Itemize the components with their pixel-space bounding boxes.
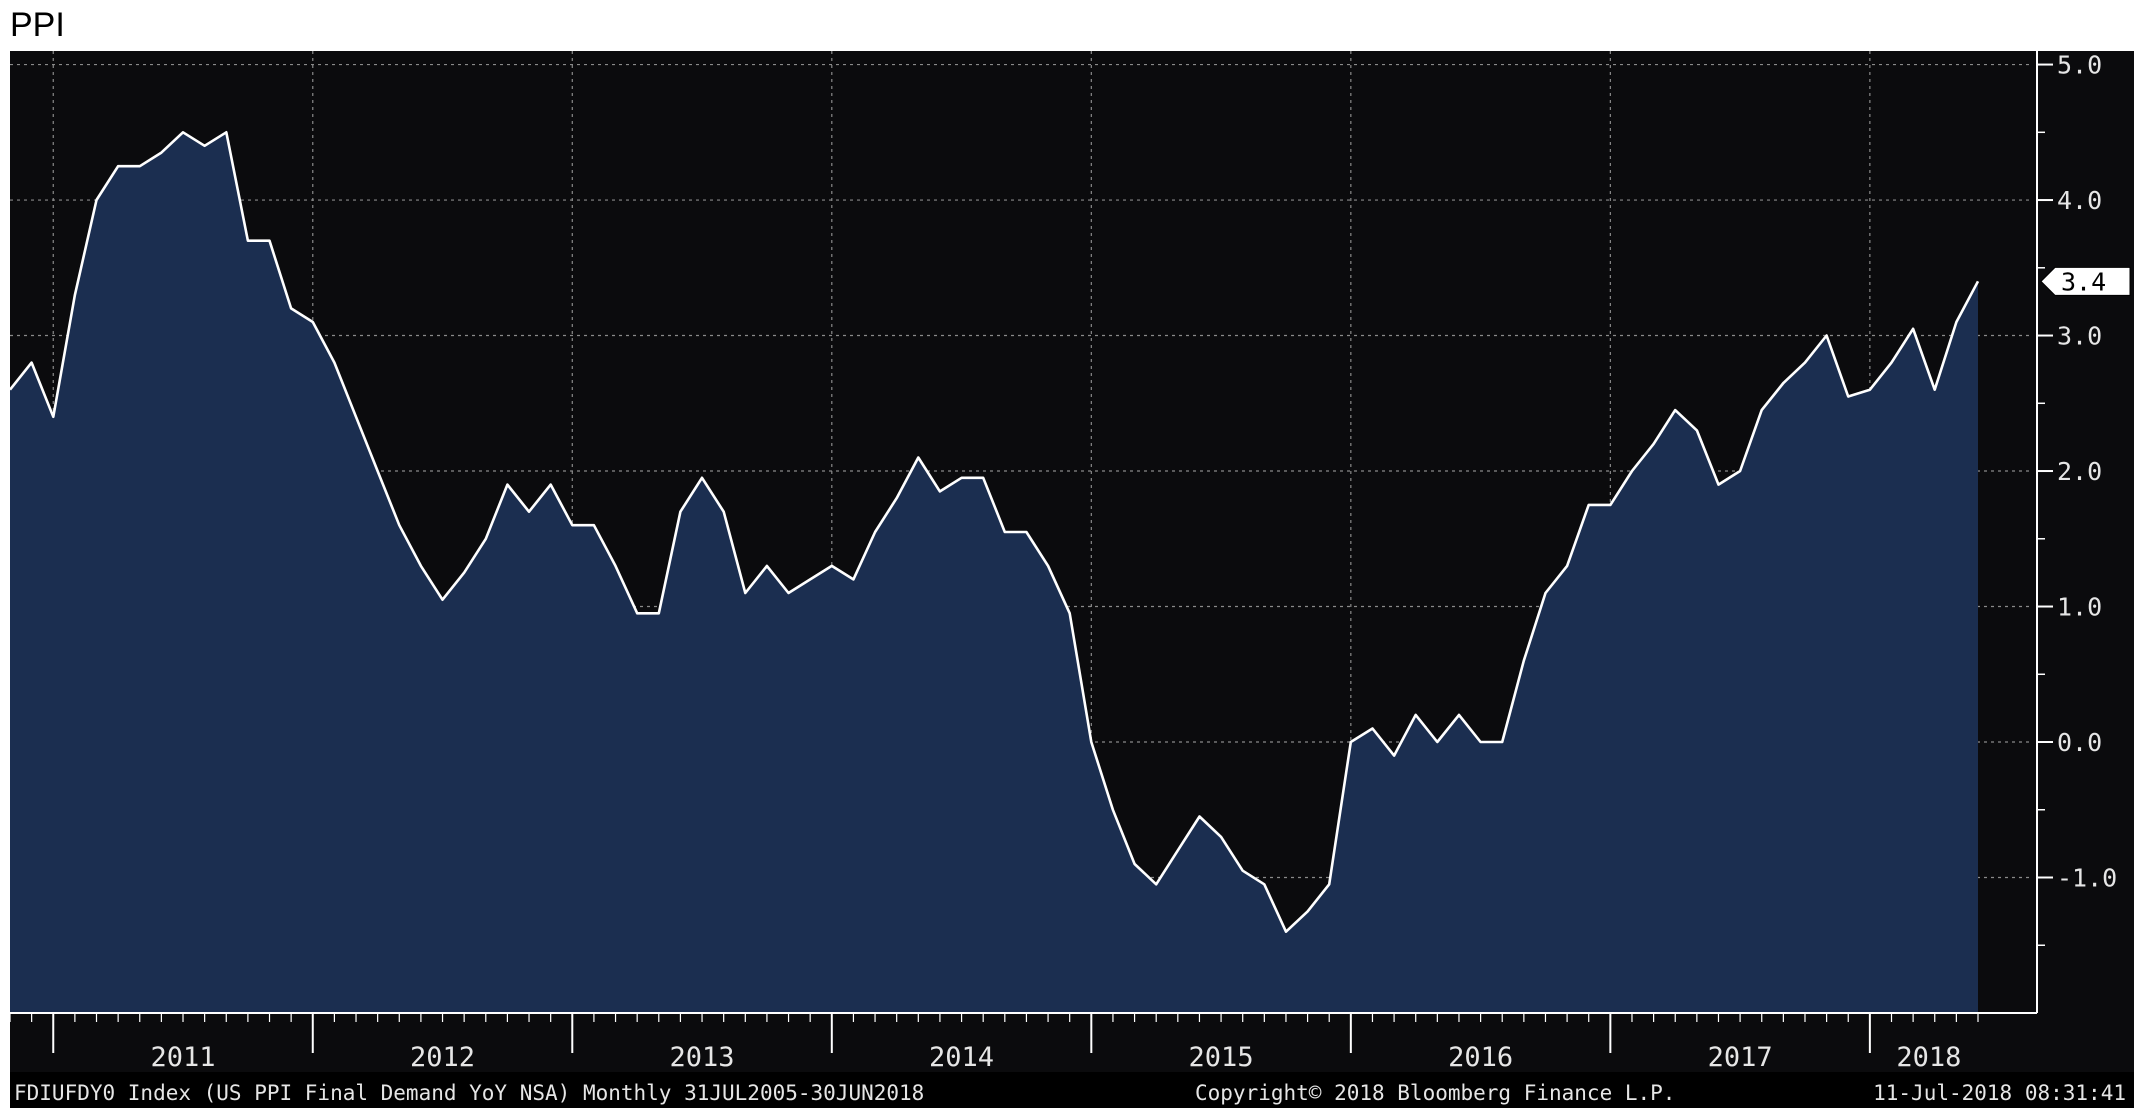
y-tick-label: 4.0: [2057, 186, 2102, 215]
y-tick-label: 5.0: [2057, 51, 2102, 80]
y-tick-label: -1.0: [2057, 864, 2117, 893]
x-year-label: 2018: [1896, 1042, 1961, 1073]
y-tick-label: 2.0: [2057, 457, 2102, 486]
y-tick-label: 1.0: [2057, 593, 2102, 622]
x-year-label: 2014: [929, 1042, 994, 1073]
x-year-label: 2015: [1189, 1042, 1254, 1073]
last-value-marker: 3.4: [2040, 266, 2131, 296]
series-area: [10, 132, 1978, 1014]
series-line: [8, 131, 1980, 933]
x-year-label: 2017: [1708, 1042, 1773, 1073]
page-title: PPI: [10, 6, 65, 44]
footer-background: [10, 1072, 2134, 1108]
x-year-label: 2013: [670, 1042, 735, 1073]
y-axis-ticks: 5.0 4.0 3.0 2.0 1.0 0.0 -1.0: [2037, 51, 2117, 893]
x-axis-year-labels: 2011 2012 2013 2014 2015 2016 2017 2018: [150, 1042, 1961, 1073]
x-year-label: 2012: [410, 1042, 475, 1073]
y-tick-label: 0.0: [2057, 728, 2102, 757]
last-value-flag: [2040, 266, 2131, 296]
x-year-label: 2016: [1448, 1042, 1513, 1073]
footer-copyright-text: Copyright© 2018 Bloomberg Finance L.P.: [1195, 1081, 1675, 1105]
footer-source-text: FDIUFDY0 Index (US PPI Final Demand YoY …: [14, 1081, 924, 1105]
last-value-label: 3.4: [2061, 267, 2106, 296]
footer-timestamp-text: 11-Jul-2018 08:31:41: [1873, 1081, 2126, 1105]
x-year-label: 2011: [150, 1042, 215, 1073]
y-tick-label: 3.0: [2057, 322, 2102, 351]
axes: [9, 51, 2045, 1053]
